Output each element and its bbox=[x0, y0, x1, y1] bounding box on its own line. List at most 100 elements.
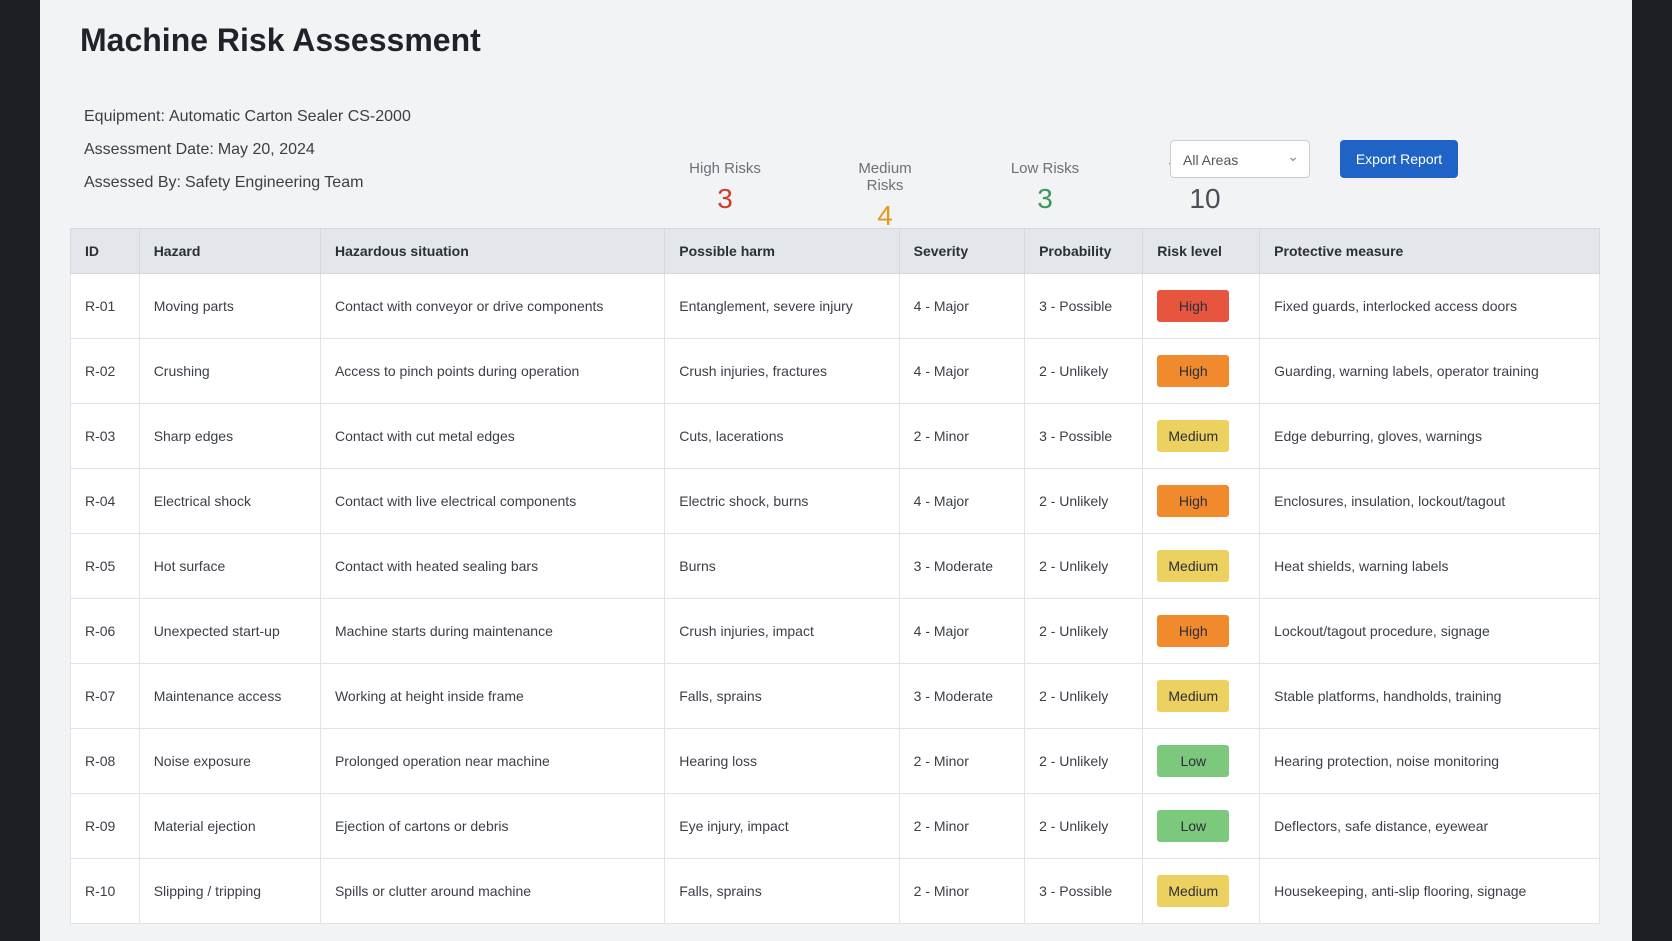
stat-value: 4 bbox=[877, 200, 893, 231]
cell: Stable platforms, handholds, training bbox=[1259, 663, 1600, 729]
cell: Eye injury, impact bbox=[664, 793, 900, 859]
cell: Deflectors, safe distance, eyewear bbox=[1259, 793, 1600, 859]
table-row: R-09 Material ejection Ejection of cartons… bbox=[70, 793, 1600, 859]
risk-cell: Low bbox=[1142, 728, 1261, 794]
cell: Hearing loss bbox=[664, 728, 900, 794]
cell: 2 - Unlikely bbox=[1024, 338, 1144, 404]
cell: Contact with cut metal edges bbox=[319, 403, 666, 469]
cell: R-04 bbox=[70, 468, 140, 534]
cell: Heat shields, warning labels bbox=[1259, 533, 1600, 599]
column-header: Hazard bbox=[138, 228, 321, 274]
cell: Cuts, lacerations bbox=[664, 403, 900, 469]
cell: 2 - Unlikely bbox=[1024, 468, 1144, 534]
risk-badge: Low bbox=[1157, 745, 1230, 777]
cell: 4 - Major bbox=[898, 598, 1026, 664]
risk-badge: Medium bbox=[1157, 550, 1230, 582]
cell: Enclosures, insulation, lockout/tagout bbox=[1259, 468, 1600, 534]
table-row: R-03 Sharp edges Contact with cut metal ed… bbox=[70, 403, 1600, 469]
cell: 3 - Possible bbox=[1024, 403, 1144, 469]
table-row: R-04 Electrical shock Contact with live el… bbox=[70, 468, 1600, 534]
cell: R-05 bbox=[70, 533, 140, 599]
column-header: Possible harm bbox=[664, 228, 900, 274]
cell: 3 - Possible bbox=[1024, 858, 1144, 924]
stat-value: 3 bbox=[1037, 183, 1053, 214]
cell: Ejection of cartons or debris bbox=[319, 793, 666, 859]
stat-label: Medium Risks bbox=[858, 160, 912, 194]
stat-label: Low Risks bbox=[1010, 160, 1080, 177]
cell: Edge deburring, gloves, warnings bbox=[1259, 403, 1600, 469]
stat: Medium Risks 4 bbox=[840, 160, 930, 232]
page-title: Machine Risk Assessment bbox=[80, 22, 481, 58]
risk-badge: High bbox=[1157, 485, 1230, 517]
risk-cell: Medium bbox=[1142, 403, 1261, 469]
column-header: Protective measure bbox=[1259, 228, 1600, 274]
cell: Access to pinch points during operation bbox=[319, 338, 666, 404]
cell: 2 - Minor bbox=[898, 793, 1026, 859]
cell: Contact with conveyor or drive component… bbox=[319, 273, 666, 339]
cell: Maintenance access bbox=[138, 663, 321, 729]
cell: Sharp edges bbox=[138, 403, 321, 469]
cell: R-02 bbox=[70, 338, 140, 404]
table-row: R-01 Moving parts Contact with conveyor or… bbox=[70, 273, 1600, 339]
risk-cell: High bbox=[1142, 338, 1261, 404]
meta-label: Equipment: bbox=[84, 108, 165, 125]
cell: Contact with live electrical components bbox=[319, 468, 666, 534]
table-row: R-02 Crushing Access to pinch points durin… bbox=[70, 338, 1600, 404]
meta-row: Assessed By: Safety Engineering Team bbox=[84, 166, 411, 199]
cell: Contact with heated sealing bars bbox=[319, 533, 666, 599]
risk-cell: Medium bbox=[1142, 858, 1261, 924]
meta-value: Automatic Carton Sealer CS-2000 bbox=[168, 108, 411, 125]
cell: Fixed guards, interlocked access doors bbox=[1259, 273, 1600, 339]
cell: R-08 bbox=[70, 728, 140, 794]
risk-cell: High bbox=[1142, 468, 1261, 534]
risk-badge: Medium bbox=[1157, 680, 1230, 712]
cell: Material ejection bbox=[138, 793, 321, 859]
table-row: R-08 Noise exposure Prolonged operation ne… bbox=[70, 728, 1600, 794]
cell: Housekeeping, anti-slip flooring, signag… bbox=[1259, 858, 1600, 924]
risk-badge: High bbox=[1157, 615, 1230, 647]
meta: Equipment: Automatic Carton Sealer CS-200… bbox=[84, 100, 411, 199]
risk-badge: Low bbox=[1157, 810, 1230, 842]
risk-badge: Medium bbox=[1157, 875, 1230, 907]
risk-cell: Low bbox=[1142, 793, 1261, 859]
stat-value: 10 bbox=[1189, 183, 1221, 214]
cell: Crush injuries, fractures bbox=[664, 338, 900, 404]
cell: Crushing bbox=[138, 338, 321, 404]
cell: Falls, sprains bbox=[664, 858, 900, 924]
cell: 2 - Unlikely bbox=[1024, 793, 1144, 859]
meta-value: May 20, 2024 bbox=[217, 141, 315, 158]
cell: R-07 bbox=[70, 663, 140, 729]
risk-cell: High bbox=[1142, 598, 1261, 664]
meta-row: Equipment: Automatic Carton Sealer CS-200… bbox=[84, 100, 411, 133]
cell: Slipping / tripping bbox=[138, 858, 321, 924]
cell: Hearing protection, noise monitoring bbox=[1259, 728, 1600, 794]
stat: Low Risks 3 bbox=[1000, 160, 1090, 232]
risk-badge: High bbox=[1157, 355, 1230, 387]
cell: R-06 bbox=[70, 598, 140, 664]
stat-value: 3 bbox=[717, 183, 733, 214]
table-row: R-06 Unexpected start-up Machine starts du… bbox=[70, 598, 1600, 664]
cell: Electric shock, burns bbox=[664, 468, 900, 534]
export-button[interactable]: Export Report bbox=[1340, 140, 1458, 178]
column-header: Probability bbox=[1024, 228, 1144, 274]
cell: Moving parts bbox=[138, 273, 321, 339]
cell: 4 - Major bbox=[898, 338, 1026, 404]
header-row: ID Hazard Hazardous situation Possible harm… bbox=[70, 228, 1600, 274]
column-header: Hazardous situation bbox=[319, 228, 666, 274]
stat: High Risks 3 bbox=[680, 160, 770, 232]
risk-cell: Medium bbox=[1142, 533, 1261, 599]
area-filter[interactable]: All Areas bbox=[1170, 137, 1310, 178]
cell: 2 - Unlikely bbox=[1024, 663, 1144, 729]
cell: 2 - Unlikely bbox=[1024, 598, 1144, 664]
risk-badge: Medium bbox=[1157, 420, 1230, 452]
cell: Working at height inside frame bbox=[319, 663, 666, 729]
cell: 3 - Moderate bbox=[898, 663, 1026, 729]
cell: Lockout/tagout procedure, signage bbox=[1259, 598, 1600, 664]
stat-label: High Risks bbox=[689, 160, 761, 177]
cell: Machine starts during maintenance bbox=[319, 598, 666, 664]
risk-table: ID Hazard Hazardous situation Possible harm… bbox=[70, 228, 1600, 924]
cell: 4 - Major bbox=[898, 273, 1026, 339]
cell: Guarding, warning labels, operator train… bbox=[1259, 338, 1600, 404]
screen: Machine Risk Assessment Equipment: Automa… bbox=[40, 0, 1632, 941]
cell: Crush injuries, impact bbox=[664, 598, 900, 664]
